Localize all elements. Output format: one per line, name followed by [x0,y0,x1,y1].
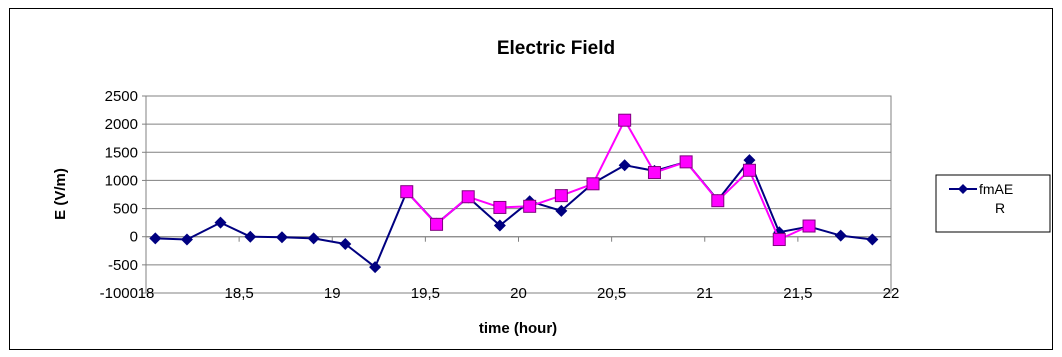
data-point-diamond [618,159,631,172]
x-tick-label: 21 [696,285,713,302]
x-tick-label: 20 [510,285,527,302]
data-point-square [772,233,786,247]
x-tick-label: 18 [138,285,155,302]
y-tick-label: 1000 [105,172,138,189]
legend-label-line2: R [995,200,1005,216]
legend-marker-fmaer [958,184,968,194]
x-axis-title: time (hour) [479,320,557,337]
chart-title: Electric Field [497,38,615,59]
y-tick-label: 0 [130,229,138,246]
x-tick-label: 19 [324,285,341,302]
legend: fmAE R [935,174,1051,233]
data-point-square [742,163,756,177]
legend-box [935,174,1051,233]
data-point-diamond [743,154,756,167]
series-layer [149,113,879,274]
y-tick-label: 2000 [105,116,138,133]
data-point-square [802,219,816,233]
x-tick-label: 19,5 [411,285,440,302]
data-point-square [461,190,475,204]
data-point-square [554,189,568,203]
plot-area [145,95,892,294]
x-tick-label: 18,5 [225,285,254,302]
data-point-square [618,113,632,127]
y-tick-label: 1500 [105,144,138,161]
y-tick-label: -500 [108,257,138,274]
legend-label-line1: fmAE [979,181,1013,197]
data-point-diamond [866,233,879,246]
x-tick-label: 20,5 [597,285,626,302]
data-point-diamond [555,204,568,217]
data-point-square [586,177,600,191]
electric-field-chart: Electric Field 2500 2000 1500 1000 500 0 -500 -… [52,38,1051,337]
y-axis-ticks: 2500 2000 1500 1000 500 0 -500 -1000 [100,88,146,302]
y-tick-label: 500 [113,201,138,218]
data-point-diamond [369,261,382,274]
data-point-diamond [493,219,506,232]
data-point-square [647,166,661,180]
data-point-diamond [339,238,352,251]
data-point-diamond [180,233,193,246]
x-tick-label: 21,5 [783,285,812,302]
x-tick-label: 22 [883,285,900,302]
data-point-square [523,199,537,213]
data-point-square [493,200,507,214]
y-axis-title: E (V/m) [52,168,69,220]
x-axis-ticks: 18 18,5 19 19,5 20 20,5 21 21,5 22 [138,236,900,302]
series-2 [400,113,816,247]
chart-frame: Electric Field 2500 2000 1500 1000 500 0 -500 -… [9,8,1053,350]
y-tick-label: 2500 [105,88,138,105]
data-point-diamond [307,232,320,245]
data-point-square [711,194,725,208]
data-point-diamond [214,216,227,229]
data-point-square [679,155,693,169]
data-point-diamond [834,229,847,242]
data-point-square [430,217,444,231]
data-point-diamond [149,232,162,245]
data-point-diamond [244,230,257,243]
data-point-square [400,185,414,199]
data-point-diamond [275,231,288,244]
y-tick-label: -1000 [100,285,138,302]
